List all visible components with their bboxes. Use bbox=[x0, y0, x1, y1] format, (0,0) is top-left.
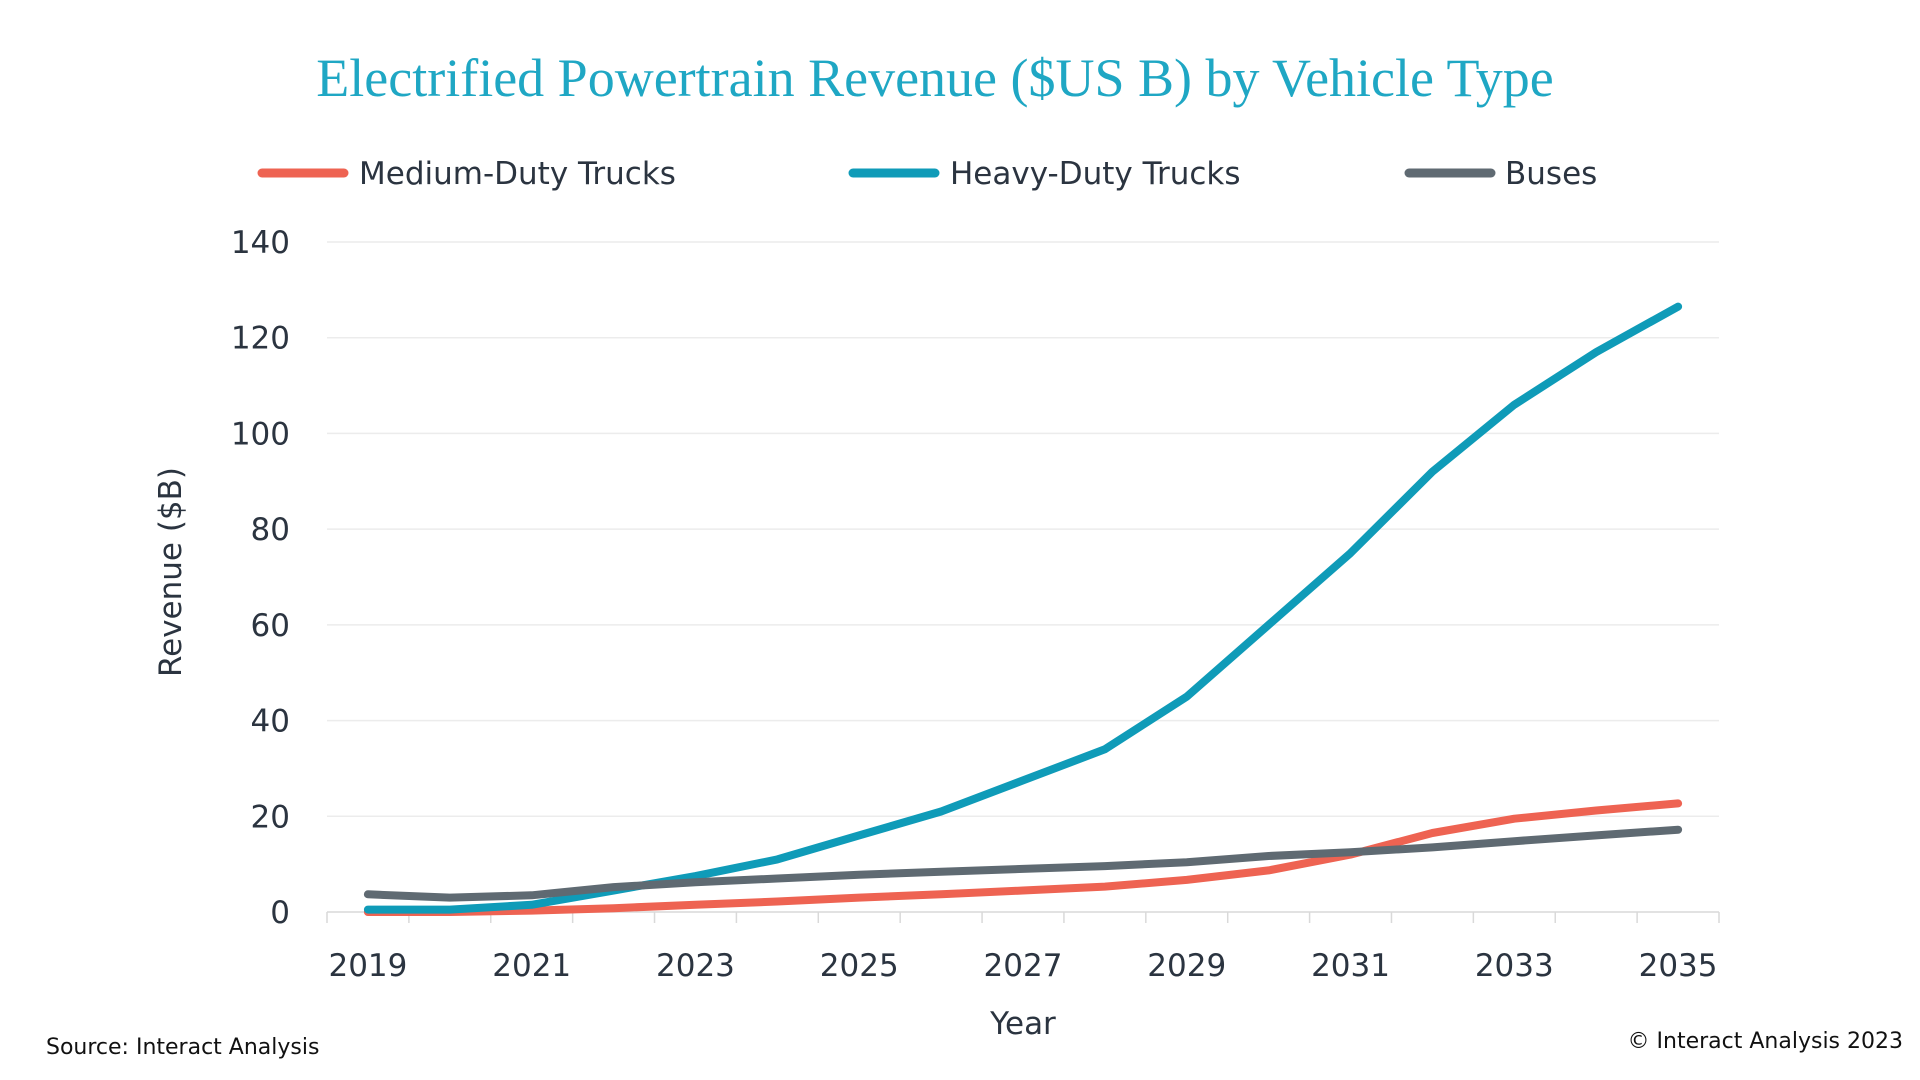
legend-label: Medium-Duty Trucks bbox=[359, 156, 676, 192]
x-tick-label: 2033 bbox=[1475, 948, 1554, 984]
y-tick-label: 120 bbox=[231, 321, 290, 357]
source-note: Source: Interact Analysis bbox=[46, 1035, 319, 1060]
x-tick-label: 2035 bbox=[1639, 948, 1718, 984]
y-axis-title: Revenue ($B) bbox=[153, 467, 189, 677]
y-tick-label: 40 bbox=[251, 704, 290, 740]
y-tick-label: 100 bbox=[231, 416, 290, 452]
copyright-note: © Interact Analysis 2023 bbox=[1628, 1029, 1903, 1054]
legend-label: Heavy-Duty Trucks bbox=[950, 156, 1241, 192]
y-tick-label: 60 bbox=[251, 608, 290, 644]
legend: Medium-Duty Trucks Heavy-Duty Trucks Buses bbox=[257, 156, 1597, 192]
gridlines bbox=[327, 241, 1719, 913]
x-axis-ticks: 2019 2021 2023 2025 2027 2029 2031 2033 2035 bbox=[326, 912, 1720, 984]
y-tick-label: 140 bbox=[231, 225, 290, 261]
y-tick-label: 20 bbox=[251, 799, 290, 835]
series-line-medium-duty-trucks bbox=[363, 799, 1683, 916]
x-tick-label: 2019 bbox=[328, 948, 407, 984]
x-axis-title: Year bbox=[989, 1006, 1056, 1042]
legend-label: Buses bbox=[1505, 156, 1597, 192]
x-tick-label: 2025 bbox=[820, 948, 899, 984]
series-line-buses bbox=[363, 825, 1683, 902]
y-tick-label: 0 bbox=[270, 895, 290, 931]
x-tick-label: 2029 bbox=[1147, 948, 1226, 984]
series-lines bbox=[363, 302, 1683, 916]
y-tick-label: 80 bbox=[251, 512, 290, 548]
series-line-heavy-duty-trucks bbox=[363, 302, 1683, 914]
x-tick-label: 2021 bbox=[492, 948, 571, 984]
chart-title: Electrified Powertrain Revenue ($US B) b… bbox=[316, 48, 1553, 108]
x-tick-label: 2023 bbox=[656, 948, 735, 984]
x-tick-label: 2031 bbox=[1311, 948, 1390, 984]
x-tick-label: 2027 bbox=[984, 948, 1063, 984]
y-axis-ticks: 0 20 40 60 80 100 120 140 bbox=[231, 225, 290, 931]
